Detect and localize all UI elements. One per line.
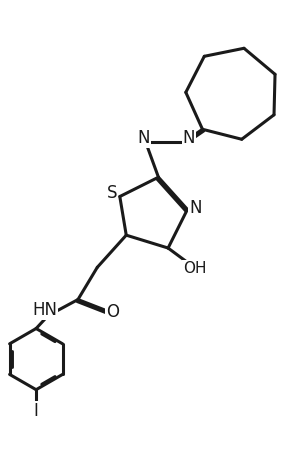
Text: OH: OH bbox=[183, 261, 206, 276]
Text: I: I bbox=[34, 401, 39, 419]
Text: N: N bbox=[183, 129, 195, 147]
Text: N: N bbox=[189, 199, 202, 217]
Text: HN: HN bbox=[33, 301, 58, 319]
Text: N: N bbox=[138, 129, 150, 147]
Text: S: S bbox=[106, 184, 117, 202]
Text: O: O bbox=[106, 303, 119, 321]
